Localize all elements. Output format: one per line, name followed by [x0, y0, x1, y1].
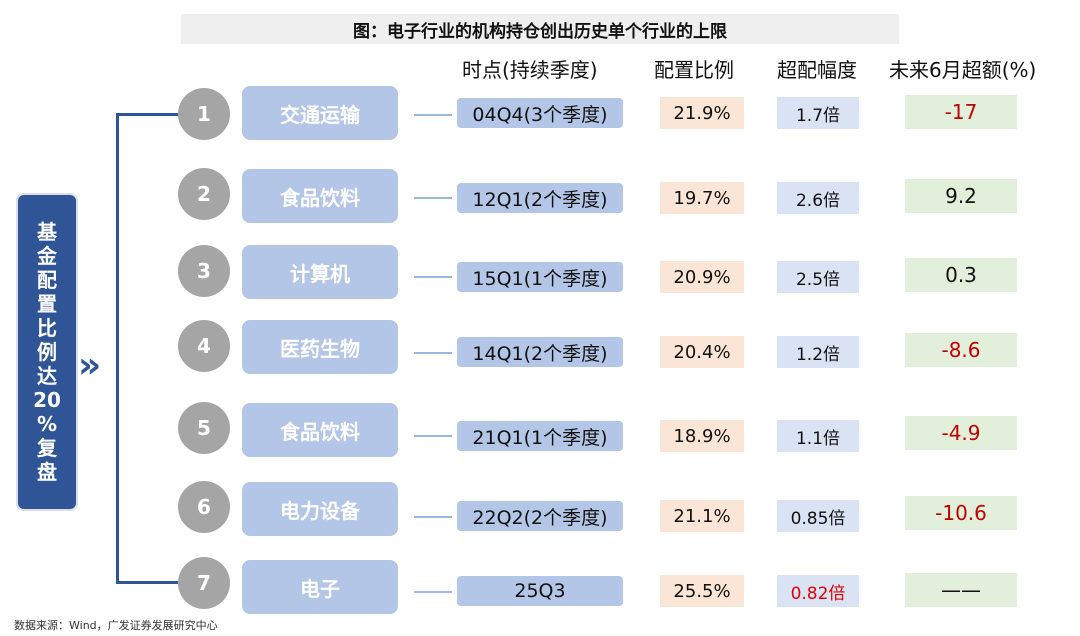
- future-cell: -17: [905, 95, 1017, 129]
- header-future: 未来6月超额(%): [889, 58, 1037, 82]
- future-cell: -8.6: [905, 333, 1017, 367]
- ratio-cell: 19.7%: [660, 182, 744, 214]
- industry-label: 计算机: [242, 245, 398, 299]
- connector-line: [414, 591, 452, 593]
- connector-line: [414, 435, 452, 437]
- excess-cell: 1.1倍: [777, 420, 859, 452]
- chart-title: 图：电子行业的机构持仓创出历史单个行业的上限: [181, 14, 899, 44]
- bracket-top-line: [116, 113, 182, 116]
- future-cell: -10.6: [905, 496, 1017, 530]
- period-cell: 12Q1(2个季度): [457, 183, 623, 213]
- left-label-box: 基 金 配 置 比 例 达 20 % 复 盘: [18, 195, 76, 509]
- left-label-char: 置: [37, 292, 57, 316]
- left-label-char: 比: [37, 316, 57, 340]
- ratio-cell: 18.9%: [660, 420, 744, 452]
- future-cell: -4.9: [905, 416, 1017, 450]
- ratio-cell: 20.9%: [660, 261, 744, 293]
- row-number: 5: [178, 402, 230, 454]
- excess-cell: 2.5倍: [777, 261, 859, 293]
- period-cell: 04Q4(3个季度): [457, 98, 623, 128]
- industry-label: 医药生物: [242, 320, 398, 374]
- future-cell: ——: [905, 573, 1017, 607]
- ratio-cell: 20.4%: [660, 336, 744, 368]
- period-cell: 22Q2(2个季度): [457, 501, 623, 531]
- row-number: 3: [178, 245, 230, 297]
- connector-line: [414, 197, 452, 199]
- header-period: 时点(持续季度): [462, 58, 598, 82]
- left-label-char: %: [36, 412, 58, 436]
- period-cell: 21Q1(1个季度): [457, 421, 623, 451]
- bracket-vertical-line: [116, 113, 119, 583]
- excess-cell: 0.85倍: [777, 500, 859, 532]
- excess-cell: 1.7倍: [777, 97, 859, 129]
- header-ratio: 配置比例: [654, 58, 734, 82]
- excess-cell: 2.6倍: [777, 182, 859, 214]
- ratio-cell: 21.9%: [660, 97, 744, 129]
- left-label-char: 达: [37, 364, 57, 388]
- industry-label: 交通运输: [242, 86, 398, 140]
- source-note: 数据来源：Wind，广发证券发展研究中心: [14, 619, 218, 632]
- connector-line: [414, 516, 452, 518]
- left-label-char: 盘: [37, 460, 57, 484]
- row-number: 4: [178, 320, 230, 372]
- row-number: 7: [178, 557, 230, 609]
- left-label-char: 20: [33, 388, 61, 412]
- period-cell: 14Q1(2个季度): [457, 337, 623, 367]
- industry-label: 食品饮料: [242, 169, 398, 223]
- period-cell: 25Q3: [457, 576, 623, 606]
- row-number: 6: [178, 481, 230, 533]
- connector-line: [414, 276, 452, 278]
- excess-cell: 1.2倍: [777, 336, 859, 368]
- excess-cell-highlight: 0.82倍: [777, 575, 859, 607]
- period-cell: 15Q1(1个季度): [457, 262, 623, 292]
- double-chevron-right-icon: »: [78, 345, 101, 386]
- future-cell: 9.2: [905, 179, 1017, 213]
- future-cell: 0.3: [905, 258, 1017, 292]
- ratio-cell: 21.1%: [660, 500, 744, 532]
- left-label-char: 例: [37, 340, 57, 364]
- connector-line: [414, 352, 452, 354]
- left-label-char: 金: [37, 244, 57, 268]
- left-label-char: 复: [37, 436, 57, 460]
- industry-label: 食品饮料: [242, 403, 398, 457]
- row-number: 1: [178, 88, 230, 140]
- row-number: 2: [178, 168, 230, 220]
- left-label-char: 配: [37, 268, 57, 292]
- industry-label: 电力设备: [242, 482, 398, 536]
- bracket-bottom-line: [116, 581, 182, 584]
- connector-line: [414, 114, 452, 116]
- industry-label: 电子: [242, 560, 398, 614]
- header-excess: 超配幅度: [777, 58, 857, 82]
- ratio-cell: 25.5%: [660, 575, 744, 607]
- left-label-char: 基: [37, 220, 57, 244]
